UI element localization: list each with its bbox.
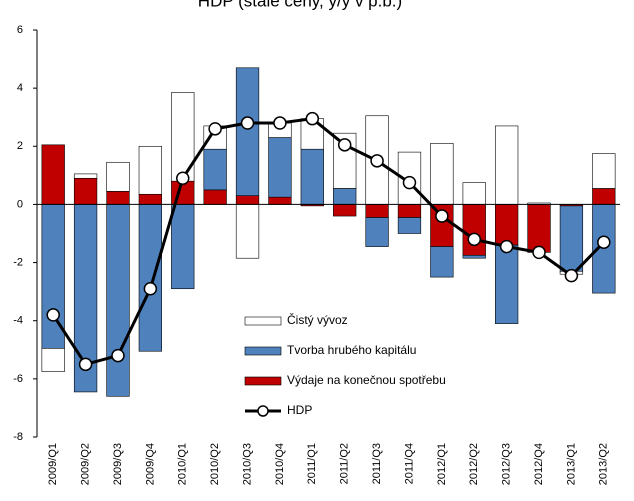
x-tick-label: 2010/Q1 [177,443,189,485]
legend-swatch [244,346,282,356]
x-tick-label: 2013/Q2 [598,443,610,485]
x-tick-label: 2009/Q1 [47,443,59,485]
legend-label: Tvorba hrubého kapitálu [287,343,416,357]
y-tick-label: 6 [17,24,23,36]
bar [397,217,422,234]
bar [73,173,98,179]
bar [106,161,130,192]
bar [462,182,486,205]
x-tick-label: 2009/Q4 [144,443,156,485]
marker [240,116,255,130]
bar [235,195,260,205]
x-tick-label: 2010/Q3 [241,443,253,485]
bar [495,244,519,324]
x-tick-label: 2012/Q3 [501,443,513,485]
bar [235,67,260,197]
marker [467,232,481,247]
y-tick-label: 2 [17,140,23,152]
bar [430,246,454,278]
x-tick-label: 2012/Q1 [436,443,448,485]
bar [171,204,195,290]
bar [268,196,292,205]
x-tick-label: 2013/Q1 [565,443,577,485]
marker [499,239,514,254]
bar [333,204,357,217]
x-tick-label: 2011/Q3 [371,443,383,484]
y-tick-label: 4 [17,82,23,94]
bar [559,205,584,272]
bar [203,148,227,191]
x-tick-label: 2012/Q2 [468,443,480,485]
legend-marker [257,405,269,417]
bar [397,204,422,218]
bar [300,148,324,205]
bar [365,204,389,218]
legend-swatch [244,376,282,386]
legend-swatch [244,316,282,326]
x-tick-label: 2010/Q4 [274,443,286,485]
x-tick-label: 2009/Q2 [79,443,91,485]
y-tick-label: -8 [13,431,23,443]
marker [78,357,93,372]
bar [592,153,616,189]
marker [597,235,611,249]
bar [235,204,260,259]
marker [46,308,60,322]
marker [435,209,449,223]
bar [592,188,616,205]
bar [203,189,227,205]
bar [106,191,130,205]
marker [208,122,222,136]
x-tick-label: 2011/Q2 [339,443,351,484]
x-tick-label: 2011/Q4 [403,443,415,484]
y-tick-label: 0 [17,198,23,210]
y-tick-label: -4 [13,315,23,327]
legend-label: HDP [287,403,312,417]
marker [143,281,158,296]
bar [41,348,65,372]
bar [333,188,357,205]
marker [305,111,320,126]
bar [268,137,292,198]
bar [430,143,454,205]
marker [176,171,190,186]
marker [402,175,417,190]
legend-label: Čistý vývoz [287,312,348,327]
marker [564,268,579,283]
marker [337,138,352,152]
bar [462,255,486,259]
bar [365,217,389,247]
bar [41,144,65,205]
bar [495,125,519,205]
bar [495,204,519,246]
x-tick-label: 2011/Q1 [306,443,318,484]
x-tick-label: 2012/Q4 [533,443,545,485]
chart-title: HDP (stálé ceny, y/y v p.b.) [198,0,402,10]
x-tick-label: 2009/Q3 [112,443,124,485]
y-tick-label: -6 [13,373,23,385]
bar [106,204,130,397]
bar [138,204,162,352]
bar [138,145,162,195]
x-tick-label: 2010/Q2 [209,443,221,485]
line [51,117,605,367]
bar [462,204,486,256]
marker [111,348,125,363]
bar [138,193,162,205]
legend-label: Výdaje na konečnou spotřebu [287,373,446,387]
bar [73,177,98,205]
bar [527,204,551,253]
marker [273,116,287,130]
marker [370,154,384,168]
marker [532,245,546,260]
y-tick-label: -2 [13,256,23,268]
